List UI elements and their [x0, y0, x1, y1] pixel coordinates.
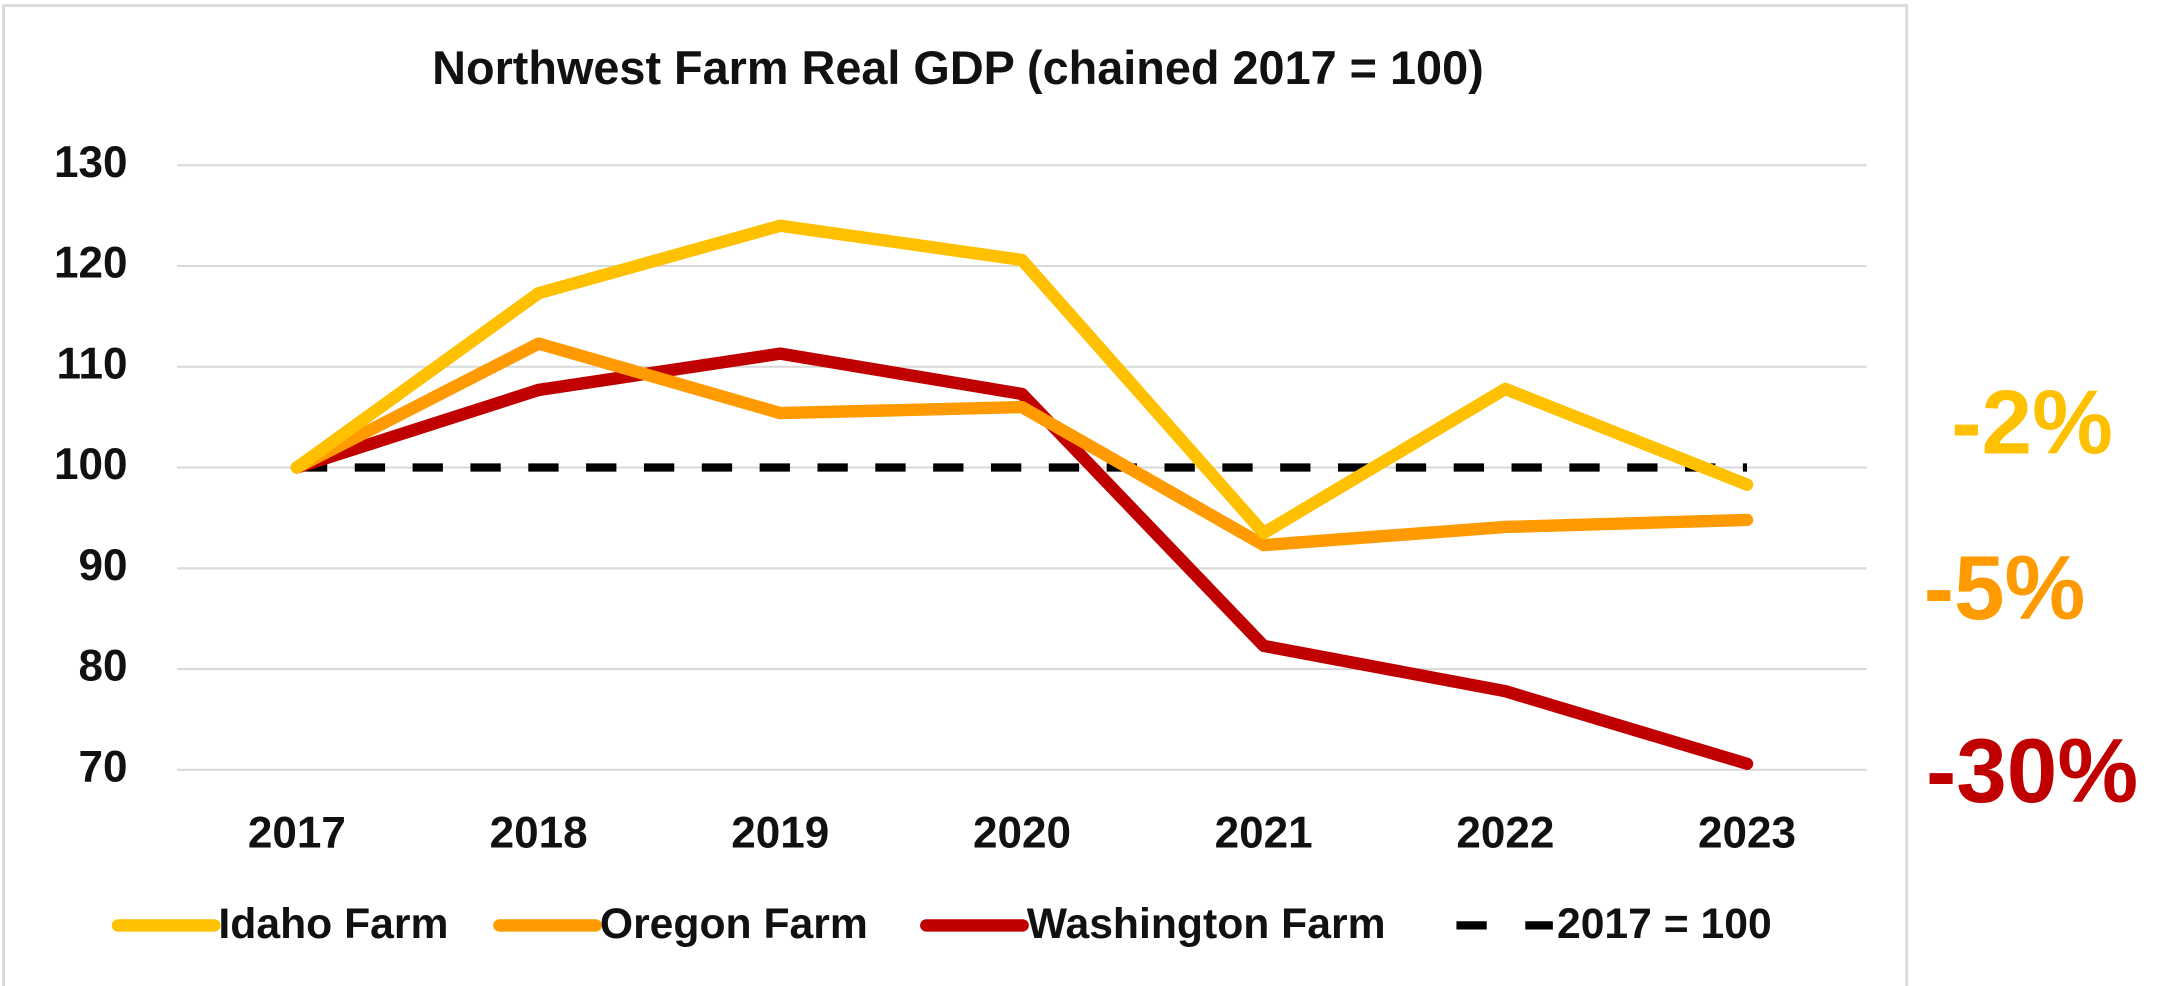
x-tick-label: 2018: [490, 809, 588, 858]
y-tick-label: 80: [79, 642, 128, 691]
legend-label: Washington Farm: [1027, 900, 1386, 948]
chart-border: [2, 4, 1909, 986]
y-tick-label: 110: [56, 339, 127, 388]
x-tick-label: 2022: [1456, 809, 1554, 858]
x-tick-label: 2023: [1698, 809, 1796, 858]
y-tick-label: 130: [54, 138, 128, 187]
annotation: -5%: [1924, 538, 2086, 639]
series-line: [290, 219, 1754, 540]
y-tick-label: 90: [79, 541, 128, 590]
x-tick-label: 2020: [973, 809, 1071, 858]
y-tick-label: 120: [54, 239, 128, 288]
y-tick-label: 70: [79, 742, 128, 791]
x-tick-label: 2021: [1215, 809, 1313, 858]
y-tick-label: 100: [54, 440, 128, 489]
x-tick-label: 2019: [731, 809, 829, 858]
legend-label: 2017 = 100: [1557, 900, 1772, 948]
chart-title: Northwest Farm Real GDP (chained 2017 = …: [432, 42, 1484, 94]
series-line: [290, 347, 1754, 770]
annotation: -30%: [1926, 721, 2138, 822]
x-tick-label: 2017: [248, 809, 346, 858]
legend-label: Idaho Farm: [218, 900, 448, 948]
annotation: -2%: [1951, 373, 2113, 474]
series-line: [290, 337, 1754, 552]
legend-label: Oregon Farm: [600, 900, 868, 948]
